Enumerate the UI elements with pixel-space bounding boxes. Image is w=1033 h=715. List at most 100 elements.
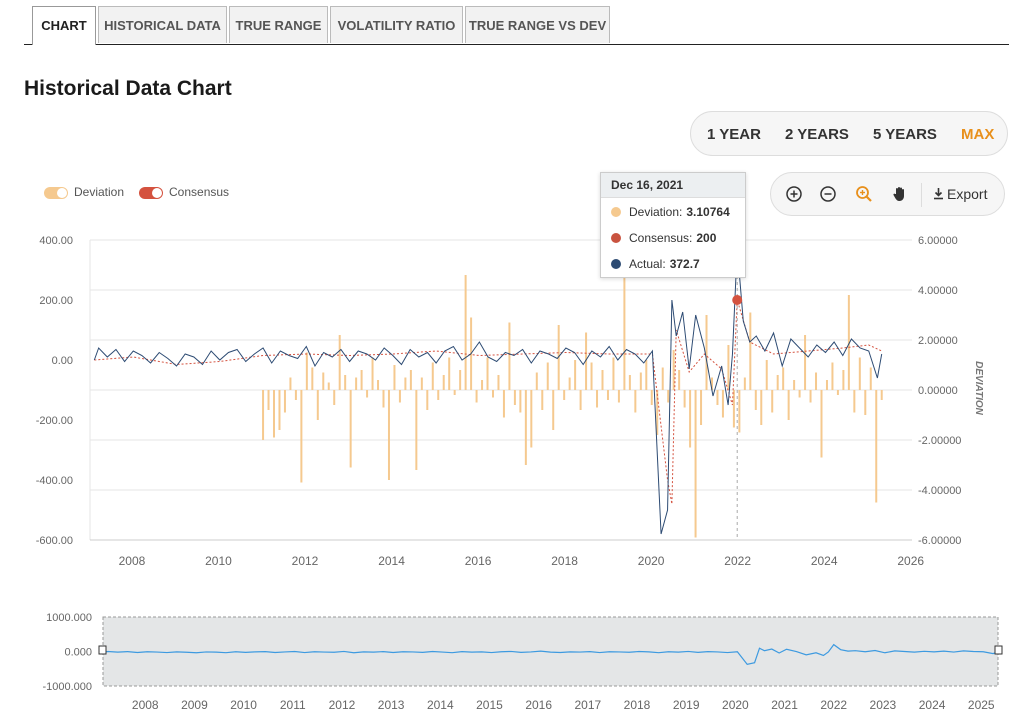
deviation-bar [486,357,489,390]
pan-hand-icon[interactable] [891,185,909,203]
deviation-bar [825,380,828,390]
navigator-left-handle[interactable] [98,645,107,655]
navigator-right-handle[interactable] [994,645,1003,655]
deviation-bar [442,375,445,390]
deviation-bar [798,390,801,398]
deviation-bar [820,390,823,458]
legend-deviation-label: Deviation [74,185,125,199]
zoom-out-icon[interactable] [819,185,837,203]
zoom-in-icon[interactable] [785,185,803,203]
deviation-bar [387,390,390,480]
deviation-bar [606,390,609,400]
deviation-bar [294,390,297,400]
deviation-bar [853,390,856,413]
y-left-tick-label: -400.00 [36,475,73,487]
tooltip-consensus-label: Consensus: [629,231,693,245]
navigator-x-tick-label: 2016 [525,698,552,712]
deviation-bar [437,390,440,400]
deviation-bar [804,335,807,390]
y-right-tick-label: 0.00000 [918,385,958,397]
deviation-bar [502,390,505,418]
tooltip-actual-value: 372.7 [669,257,700,271]
deviation-bar [875,390,878,503]
tab-true-range[interactable]: TRUE RANGE [229,6,328,43]
export-button[interactable]: Export [933,173,987,216]
range-1-year-button[interactable]: 1 YEAR [707,126,761,143]
tab-bar: CHART HISTORICAL DATA TRUE RANGE VOLATIL… [24,6,1009,45]
consensus-line [94,299,882,505]
download-icon [934,188,943,200]
deviation-bar [782,367,785,390]
deviation-bar [672,350,675,390]
deviation-bar [634,390,637,413]
range-5-years-button[interactable]: 5 YEARS [873,126,937,143]
navigator-x-tick-label: 2022 [820,698,847,712]
deviation-bar [366,390,369,398]
toggle-switch [44,186,68,199]
deviation-bar [700,390,703,425]
deviation-bar [524,390,527,465]
deviation-bar [420,377,423,390]
deviation-bar [552,390,555,430]
navigator-y-tick-label: -1000.000 [42,681,92,693]
y-right-tick-label: 4.00000 [918,285,958,297]
tooltip-deviation-value: 3.10764 [686,205,730,219]
deviation-bar [721,390,724,418]
legend-consensus-toggle[interactable]: Consensus [139,184,229,200]
deviation-bar [481,380,484,390]
y-left-tick-label: -200.00 [36,415,73,427]
deviation-bar [710,377,713,390]
deviation-bar [519,390,522,413]
deviation-bar [300,390,303,483]
navigator-x-tick-label: 2017 [574,698,601,712]
legend-deviation-toggle[interactable]: Deviation [44,184,124,200]
deviation-bar [382,390,385,408]
range-2-years-button[interactable]: 2 YEARS [785,126,849,143]
x-tick-label: 2024 [811,554,838,568]
y-left-tick-label: 200.00 [39,295,73,307]
y-right-tick-label: -6.00000 [918,535,961,547]
deviation-bar [563,390,566,400]
tab-historical-data[interactable]: HISTORICAL DATA [98,6,227,43]
y-right-axis-title: DEVIATION [973,361,984,415]
deviation-bar [847,295,850,390]
x-tick-label: 2016 [465,554,492,568]
tooltip-consensus-value: 200 [696,231,717,245]
deviation-bar [349,390,352,468]
tab-chart[interactable]: CHART [32,6,96,45]
y-left-tick-label: 0.00 [52,355,73,367]
deviation-bar [623,270,626,390]
navigator-x-tick-label: 2018 [624,698,651,712]
deviation-bar [535,372,538,390]
deviation-dot-icon [611,207,621,217]
x-tick-label: 2018 [551,554,578,568]
range-max-button[interactable]: MAX [961,126,995,143]
deviation-bar [283,390,286,413]
deviation-bar [262,390,265,440]
tooltip-actual-label: Actual: [629,257,666,271]
tab-true-range-vs-dev[interactable]: TRUE RANGE VS DEV [465,6,610,43]
tab-volatility-ratio[interactable]: VOLATILITY RATIO [330,6,463,43]
legend-consensus-label: Consensus [169,185,230,199]
deviation-bar [716,390,719,405]
deviation-bar [409,370,412,390]
deviation-bar [360,370,363,390]
navigator-line [102,643,999,666]
x-tick-label: 2008 [119,554,146,568]
zoom-select-icon[interactable] [855,185,873,203]
deviation-bar [311,367,314,390]
deviation-bar [585,332,588,390]
tooltip-deviation-row: Deviation: 3.10764 [611,205,730,219]
deviation-bar [404,377,407,390]
deviation-bar [475,390,478,403]
deviation-bar [322,372,325,390]
deviation-bar [497,375,500,390]
navigator-x-tick-label: 2019 [673,698,700,712]
deviation-bar [732,390,735,428]
deviation-bar [426,390,429,410]
deviation-bar [694,390,697,538]
deviation-bar [743,377,746,390]
deviation-bar [305,352,308,390]
navigator-x-tick-label: 2009 [181,698,208,712]
